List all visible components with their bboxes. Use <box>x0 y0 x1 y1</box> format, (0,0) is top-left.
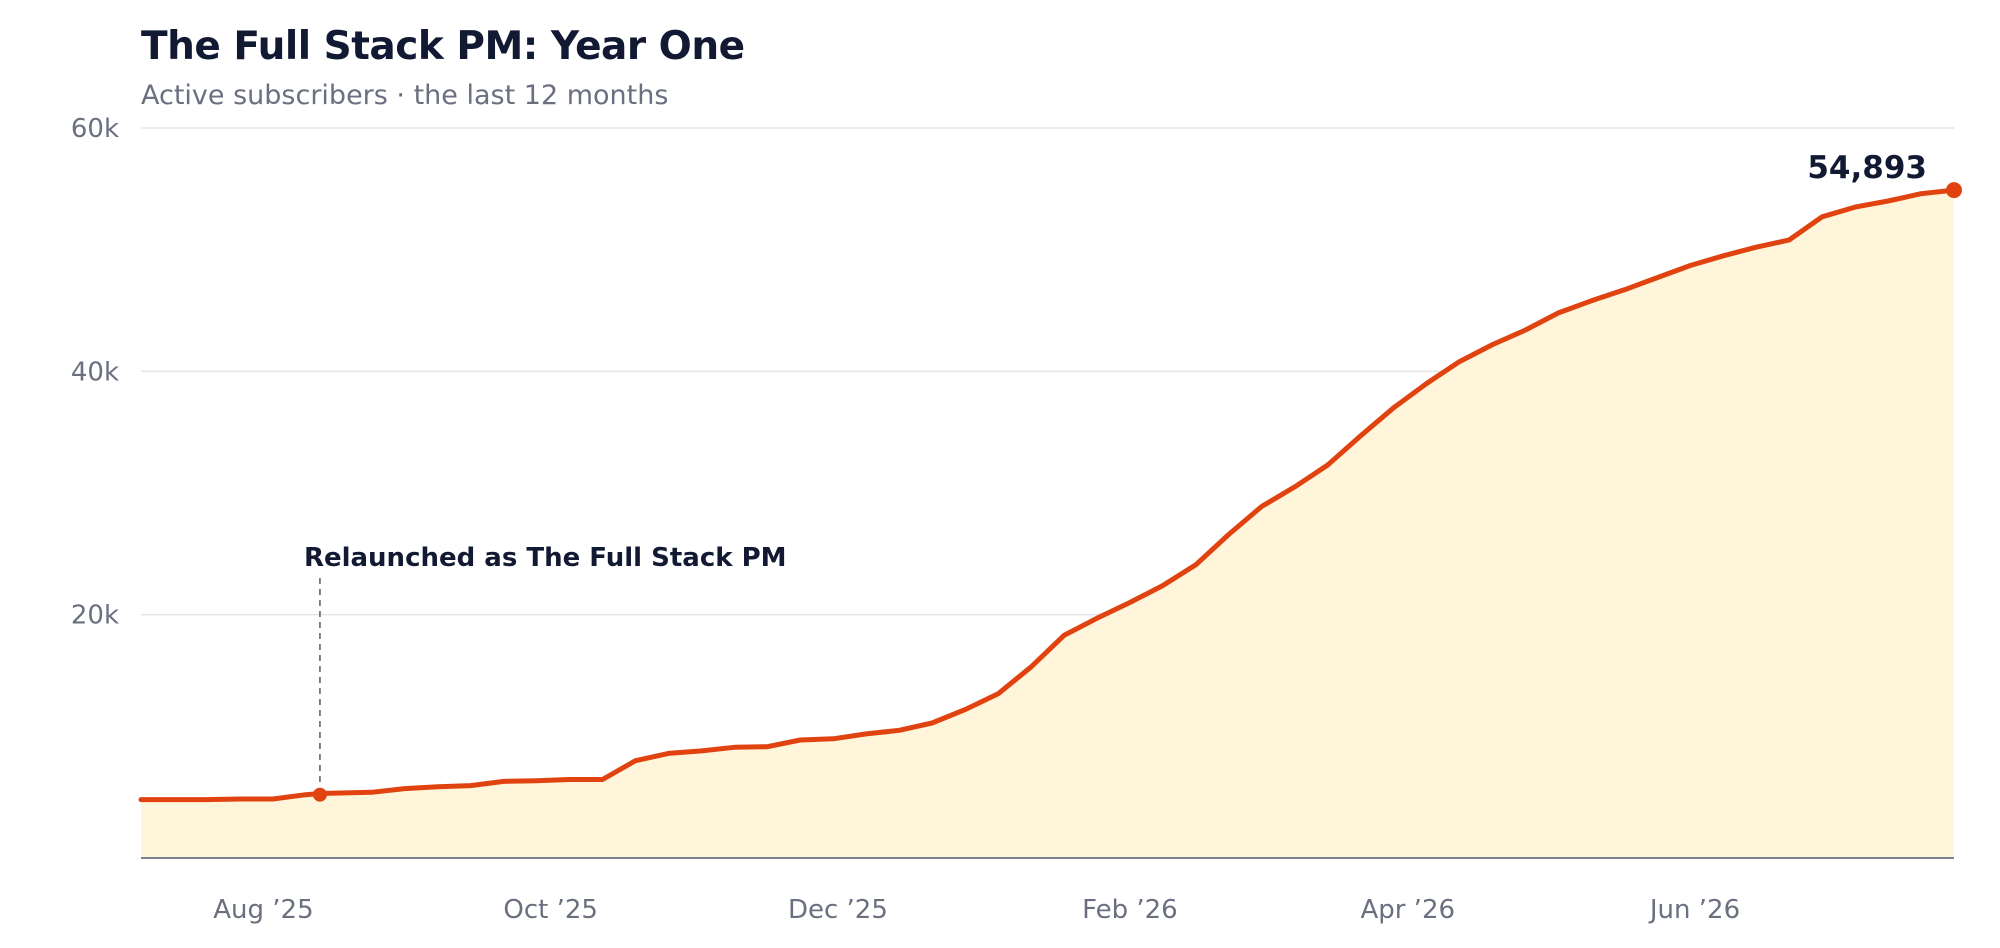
x-tick-label: Apr ’26 <box>1360 895 1455 925</box>
x-tick-label: Oct ’25 <box>503 895 598 925</box>
y-tick-label: 40k <box>71 357 119 387</box>
chart-title: The Full Stack PM: Year One <box>141 24 745 69</box>
x-tick-label: Aug ’25 <box>213 895 313 925</box>
y-axis-ticks: 20k 40k 60k <box>71 114 119 631</box>
annotation-point <box>312 787 327 802</box>
x-axis-ticks: Aug ’25 Oct ’25 Dec ’25 Feb ’26 Apr ’26 Jun ’… <box>213 895 1740 925</box>
series-line <box>138 187 1957 803</box>
x-tick-label: Jun ’26 <box>1648 895 1740 925</box>
chart-subtitle: Active subscribers · the last 12 months <box>141 80 669 111</box>
area-fill <box>141 190 1954 859</box>
end-value-label: 54,893 <box>1807 150 1927 186</box>
x-tick-label: Dec ’25 <box>788 895 888 925</box>
annotation-label: Relaunched as The Full Stack PM <box>304 543 787 573</box>
x-tick-label: Feb ’26 <box>1082 895 1178 925</box>
y-tick-label: 20k <box>71 601 119 631</box>
end-point <box>1946 182 1962 199</box>
y-tick-label: 60k <box>71 114 119 144</box>
relaunch-annotation: Relaunched as The Full Stack PM <box>304 543 787 802</box>
